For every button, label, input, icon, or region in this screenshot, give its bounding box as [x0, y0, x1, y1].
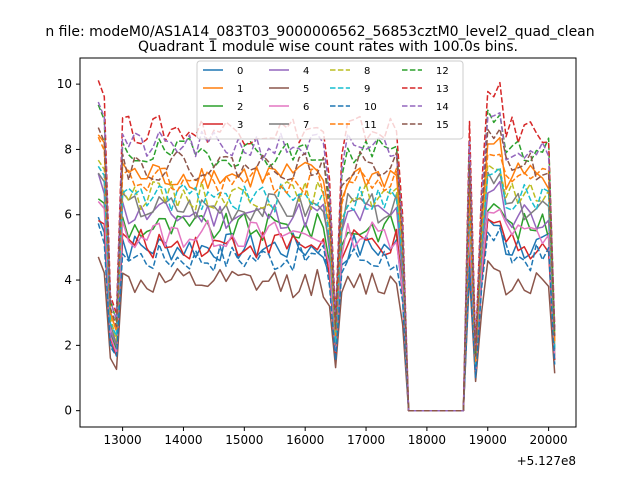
y-tick-label: 0: [64, 404, 72, 418]
y-tick-label: 4: [64, 273, 72, 287]
legend-frame: [196, 60, 464, 140]
x-tick-label: 18000: [408, 433, 446, 447]
figure-suptitle: n file: modeM0/AS1A14_083T03_9000006562_…: [45, 24, 594, 40]
series-line-8: [97, 159, 556, 412]
legend-label-10: 10: [364, 102, 377, 113]
x-tick-label: 14000: [164, 433, 202, 447]
series-layer: [97, 80, 556, 412]
series-line-9: [97, 165, 556, 412]
legend-label-11: 11: [364, 120, 377, 131]
series-line-10: [97, 223, 556, 412]
legend-label-6: 6: [303, 102, 309, 113]
y-tick-label: 2: [64, 338, 72, 352]
series-line-14: [97, 101, 556, 412]
x-axis-offset-label: +5.127e8: [517, 454, 576, 468]
legend-label-9: 9: [364, 84, 370, 95]
legend-label-5: 5: [303, 84, 309, 95]
legend-label-8: 8: [364, 66, 370, 77]
series-line-5: [97, 256, 556, 412]
y-tick-label: 6: [64, 208, 72, 222]
x-tick-label: 20000: [530, 433, 568, 447]
legend-label-7: 7: [303, 120, 309, 131]
y-tick-label: 10: [57, 77, 72, 91]
x-tick-label: 19000: [469, 433, 507, 447]
y-tick-label: 8: [64, 142, 72, 156]
x-tick-label: 17000: [347, 433, 385, 447]
series-line-15: [97, 127, 556, 412]
legend-label-0: 0: [237, 66, 243, 77]
x-tick-label: 13000: [104, 433, 142, 447]
legend-label-14: 14: [436, 102, 449, 113]
legend-label-4: 4: [303, 66, 309, 77]
legend-label-1: 1: [237, 84, 243, 95]
legend-label-2: 2: [237, 102, 243, 113]
legend-label-15: 15: [436, 120, 449, 131]
legend-label-12: 12: [436, 66, 449, 77]
x-tick-label: 16000: [286, 433, 324, 447]
y-axis: 0 2 4 6 8 10: [57, 77, 80, 418]
legend-label-13: 13: [436, 84, 449, 95]
x-tick-label: 15000: [225, 433, 263, 447]
series-line-13: [97, 80, 556, 412]
x-axis: 13000 14000 15000 16000 17000 18000 19000 20000: [104, 427, 568, 447]
legend-label-3: 3: [237, 120, 243, 131]
plot-frame: [79, 57, 577, 428]
chart-title: Quadrant 1 module wise count rates with …: [138, 39, 518, 55]
